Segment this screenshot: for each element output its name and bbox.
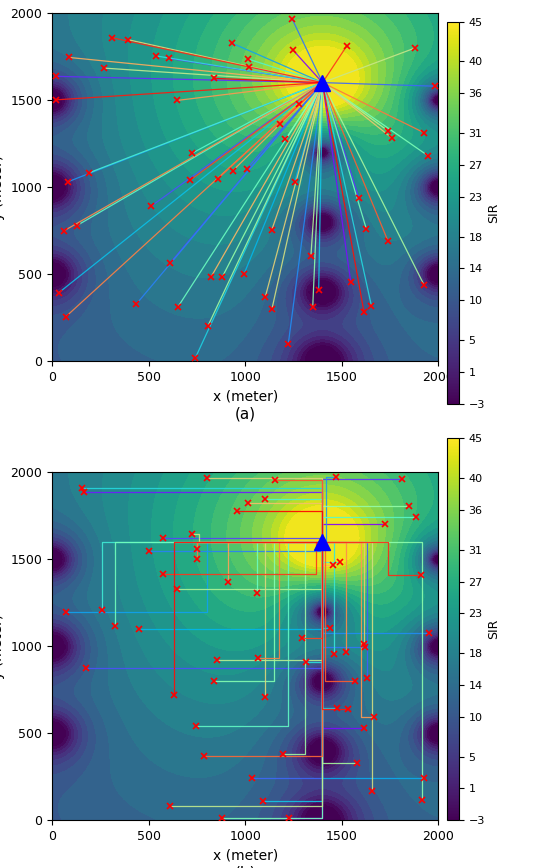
X-axis label: x (meter): x (meter) (213, 849, 278, 863)
Text: (b): (b) (235, 865, 256, 868)
Y-axis label: y (meter): y (meter) (0, 155, 5, 220)
Y-axis label: y (meter): y (meter) (0, 614, 5, 679)
X-axis label: x (meter): x (meter) (213, 389, 278, 404)
Y-axis label: SIR: SIR (488, 202, 500, 223)
Y-axis label: SIR: SIR (488, 619, 500, 640)
Text: (a): (a) (235, 406, 256, 421)
